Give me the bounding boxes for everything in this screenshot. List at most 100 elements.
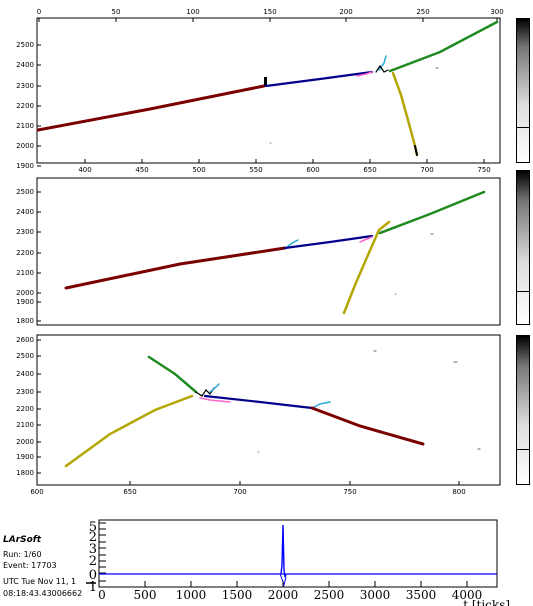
info-time: 08:18:43.43006662 xyxy=(3,589,83,598)
view-0-track-green xyxy=(388,20,499,73)
view-2-track-pink xyxy=(199,397,231,403)
view-1-left-tick: 2000 xyxy=(16,289,34,297)
view-0-left-tick: 2000 xyxy=(16,142,34,150)
view-2-panel[interactable]: 2600 2500 2400 2300 2200 2100 2000 1900 … xyxy=(0,330,533,500)
view-0-top-tick: 200 xyxy=(339,8,352,16)
waveform-x-tick: 1000 xyxy=(176,588,207,602)
view-0-frame xyxy=(36,17,501,164)
waveform-left-tick-label: 3 xyxy=(89,542,97,557)
view-1-track-green xyxy=(378,190,486,235)
view-0-track-pink xyxy=(356,71,373,77)
view-2-left-tick: 2000 xyxy=(16,438,34,446)
view-2-left-tick: 2300 xyxy=(16,388,34,396)
view-0-track-red xyxy=(36,84,266,132)
view-1-left-tick: 1800 xyxy=(16,317,34,325)
view-1-tracks xyxy=(64,190,486,315)
view-1-color-scale-tick xyxy=(517,291,529,292)
waveform-x-axis: 0 500 1000 1500 2000 2500 3000 3500 4000… xyxy=(98,581,510,606)
view-2-frame xyxy=(36,334,501,486)
waveform-x-tick: 2000 xyxy=(268,588,299,602)
waveform-left-tick-label: 5 xyxy=(89,520,97,535)
view-0-bottom-tick: 450 xyxy=(135,166,148,174)
view-0-tracks xyxy=(36,20,499,157)
view-2-bottom-tick: 750 xyxy=(343,488,356,496)
waveform-x-tick: 4000 xyxy=(452,588,483,602)
view-0-track-cyan xyxy=(378,55,387,71)
view-2-track-yellow xyxy=(64,394,194,468)
view-2-bottom-tick: 600 xyxy=(30,488,43,496)
view-2-left-tick: 2200 xyxy=(16,405,34,413)
view-2-color-scale xyxy=(516,335,530,485)
view-2-left-tick: 1900 xyxy=(16,453,34,461)
waveform-x-tick: 0 xyxy=(98,588,106,602)
view-0-left-tick: 2100 xyxy=(16,122,34,130)
view-0-panel[interactable]: 0 50 100 150 200 250 300 2500 2400 2300 … xyxy=(0,0,533,178)
waveform-x-label: t [ticks] xyxy=(463,598,510,606)
info-run: Run: 1/60 xyxy=(3,550,42,559)
view-2-bottom-tick: 800 xyxy=(452,488,465,496)
view-2-left-tick: 2100 xyxy=(16,421,34,429)
view-1-track-blue xyxy=(283,234,374,250)
info-event: Event: 17703 xyxy=(3,561,57,570)
view-2-tracks xyxy=(64,350,481,468)
view-2-left-axis: 2600 2500 2400 2300 2200 2100 2000 1900 … xyxy=(16,336,41,477)
view-2-bottom-axis: 600 650 700 750 800 xyxy=(30,481,466,496)
view-0-left-tick: 2300 xyxy=(16,82,34,90)
view-0-top-tick: 100 xyxy=(186,8,199,16)
view-1-left-tick: 2400 xyxy=(16,208,34,216)
info-title: LArSoft xyxy=(3,535,42,545)
view-1-frame xyxy=(36,177,501,326)
view-1-track-yellow xyxy=(342,220,391,315)
waveform-panel[interactable]: 5 2 3 2 0 1 0 500 1000 1500 20 xyxy=(0,515,533,606)
waveform-spike xyxy=(280,524,287,578)
waveform-x-tick: 500 xyxy=(134,588,157,602)
view-1-left-tick: 2200 xyxy=(16,249,34,257)
view-2-track-blue xyxy=(203,394,314,410)
waveform-left-tick-label: 1 xyxy=(89,580,97,595)
view-0-track-yellow xyxy=(391,71,419,157)
view-0-top-tick: 300 xyxy=(490,8,503,16)
view-0-bottom-tick: 600 xyxy=(306,166,319,174)
view-1-svg[interactable]: 2500 2400 2300 2200 2100 2000 1900 1800 xyxy=(0,170,533,330)
view-0-left-tick: 2200 xyxy=(16,102,34,110)
view-0-track-blue xyxy=(264,70,374,88)
waveform-left-tick-label: 2 xyxy=(89,554,97,569)
view-2-left-tick: 2600 xyxy=(16,336,34,344)
view-0-bottom-tick: 500 xyxy=(192,166,205,174)
view-0-bottom-tick: 650 xyxy=(363,166,376,174)
info-date: UTC Tue Nov 11, 1 xyxy=(3,577,77,586)
view-0-top-tick: 250 xyxy=(416,8,429,16)
view-2-bottom-tick: 650 xyxy=(123,488,136,496)
waveform-frame xyxy=(98,519,498,588)
view-0-track-black-vertex xyxy=(375,64,389,73)
view-2-svg[interactable]: 2600 2500 2400 2300 2200 2100 2000 1900 … xyxy=(0,330,533,500)
view-0-left-tick: 2400 xyxy=(16,61,34,69)
view-1-left-tick: 2100 xyxy=(16,269,34,277)
view-0-top-tick: 0 xyxy=(37,8,41,16)
view-1-track-pink xyxy=(359,236,373,243)
waveform-left-tick-label: 2 xyxy=(89,530,97,545)
view-0-top-axis: 0 50 100 150 200 250 300 xyxy=(37,8,504,22)
view-2-track-green xyxy=(147,355,198,394)
view-0-track-black-marker xyxy=(264,77,267,86)
view-0-svg[interactable]: 0 50 100 150 200 250 300 2500 2400 2300 … xyxy=(0,0,533,178)
view-1-left-tick: 2500 xyxy=(16,188,34,196)
view-2-track-red xyxy=(310,406,425,446)
view-0-track-black-end xyxy=(414,145,418,156)
waveform-svg[interactable]: 5 2 3 2 0 1 0 500 1000 1500 20 xyxy=(0,515,533,606)
waveform-left-tick-label: 0 xyxy=(89,568,97,583)
view-0-left-axis: 2500 2400 2300 2200 2100 2000 1900 xyxy=(16,41,41,170)
view-0-top-tick: 50 xyxy=(112,8,121,16)
view-2-bottom-tick: 700 xyxy=(233,488,246,496)
view-1-left-tick: 1900 xyxy=(16,298,34,306)
view-0-bottom-tick: 750 xyxy=(477,166,490,174)
view-2-track-cyan-left xyxy=(209,383,220,393)
view-1-color-scale xyxy=(516,170,530,325)
view-0-left-tick: 2500 xyxy=(16,41,34,49)
view-0-color-scale xyxy=(516,18,530,163)
view-0-color-scale-tick xyxy=(517,127,529,128)
waveform-x-tick: 3000 xyxy=(360,588,391,602)
view-2-left-tick: 2400 xyxy=(16,370,34,378)
view-0-top-tick: 150 xyxy=(263,8,276,16)
view-1-panel[interactable]: 2500 2400 2300 2200 2100 2000 1900 1800 xyxy=(0,170,533,330)
